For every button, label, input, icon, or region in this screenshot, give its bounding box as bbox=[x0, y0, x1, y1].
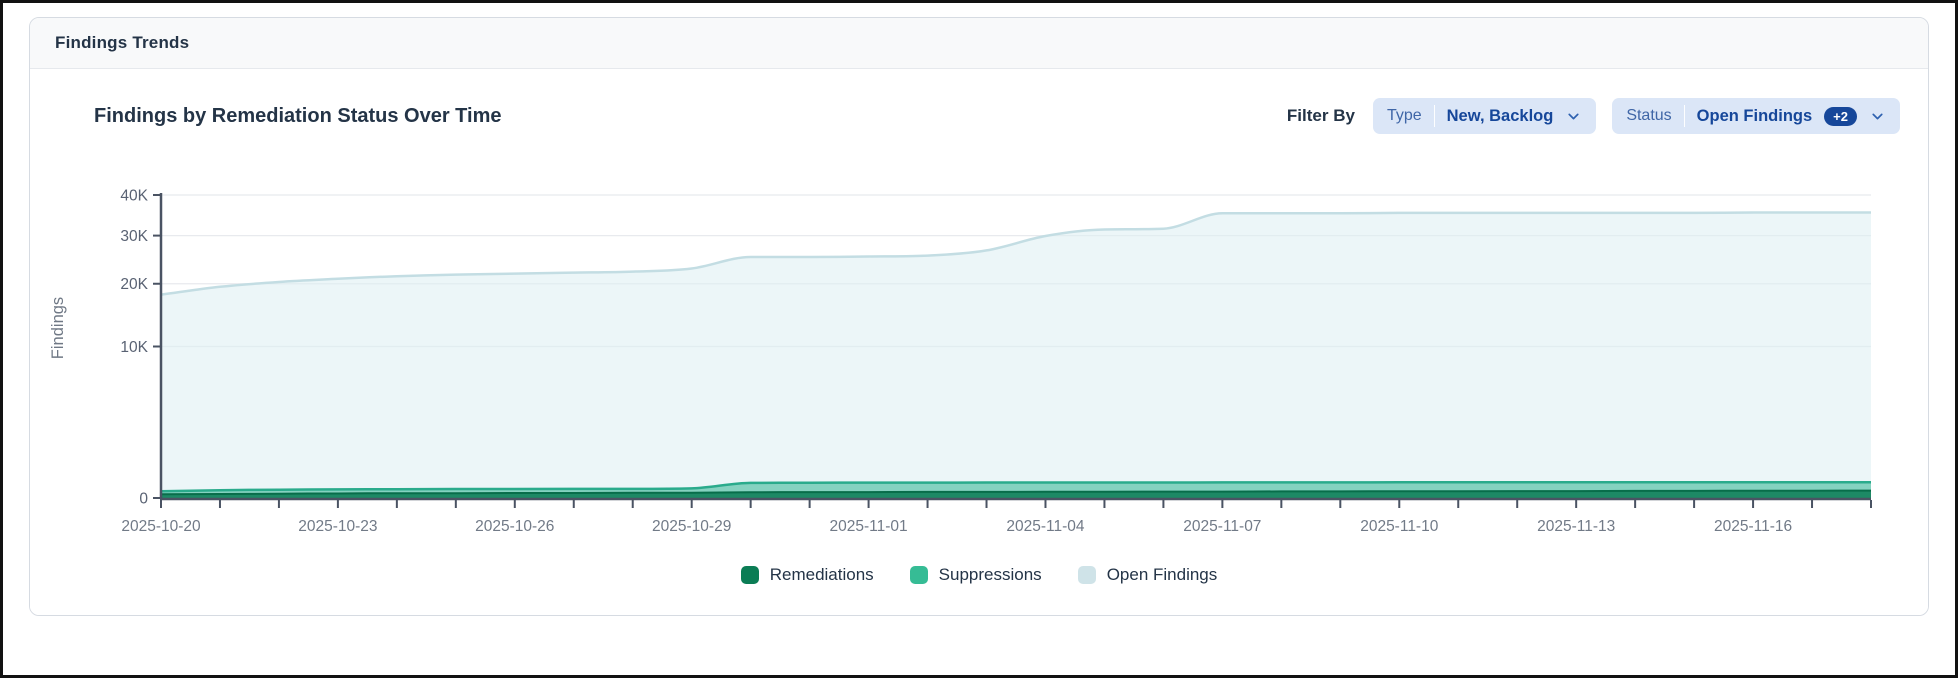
legend-swatch bbox=[1077, 566, 1096, 584]
type-filter-dropdown[interactable]: Type New, Backlog bbox=[1372, 98, 1597, 134]
y-tick-label: 10K bbox=[120, 339, 148, 356]
pill-divider bbox=[1433, 105, 1435, 127]
x-tick-label: 2025-10-26 bbox=[475, 518, 554, 535]
chart-legend: Remediations Suppressions Open Findings bbox=[30, 551, 1928, 615]
pill-divider bbox=[1683, 105, 1685, 127]
type-filter-key: Type bbox=[1386, 107, 1422, 124]
line-open-findings bbox=[160, 211, 1871, 296]
filter-by-label: Filter By bbox=[1286, 106, 1355, 125]
type-filter-value: New, Backlog bbox=[1446, 106, 1554, 125]
chart-title: Findings by Remediation Status Over Time bbox=[94, 104, 502, 127]
line-remediations bbox=[160, 489, 1872, 496]
x-tick-label: 2025-10-20 bbox=[121, 518, 201, 535]
chevron-down-icon bbox=[1872, 113, 1883, 119]
status-filter-dropdown[interactable]: Status Open Findings +2 bbox=[1612, 98, 1900, 134]
y-tick-label: 20K bbox=[120, 276, 148, 293]
status-filter-key: Status bbox=[1626, 107, 1672, 124]
x-tick-label: 2025-11-07 bbox=[1183, 518, 1261, 535]
x-tick-label: 2025-11-04 bbox=[1006, 518, 1085, 535]
legend-label: Remediations bbox=[769, 565, 874, 584]
y-tick-label: 0 bbox=[139, 491, 148, 508]
legend-item-remediations[interactable]: Remediations bbox=[740, 565, 874, 585]
findings-trend-area-chart: 0 10K 20K 30K 40K 2025-10-20 2025-10-23 2025-10… bbox=[49, 188, 1872, 535]
x-tick-label: 2025-11-13 bbox=[1537, 518, 1615, 535]
area-remediations bbox=[161, 490, 1871, 498]
x-tick-label: 2025-10-23 bbox=[298, 518, 377, 535]
x-tick-label: 2025-10-29 bbox=[652, 518, 731, 535]
x-tick-label: 2025-11-01 bbox=[830, 518, 908, 535]
legend-swatch bbox=[740, 566, 759, 584]
area-open-findings bbox=[161, 212, 1871, 498]
findings-trends-panel: Findings Trends Findings by Remediation … bbox=[29, 17, 1929, 616]
panel-title: Findings Trends bbox=[55, 33, 190, 52]
legend-item-open-findings[interactable]: Open Findings bbox=[1077, 565, 1218, 585]
x-tick-label: 2025-11-10 bbox=[1360, 518, 1439, 535]
x-tick-label: 2025-11-16 bbox=[1714, 518, 1792, 535]
legend-item-suppressions[interactable]: Suppressions bbox=[909, 565, 1042, 585]
status-filter-value: Open Findings bbox=[1696, 106, 1813, 125]
legend-label: Open Findings bbox=[1106, 565, 1218, 584]
y-axis-title: Findings bbox=[49, 297, 67, 359]
chevron-down-icon bbox=[1568, 113, 1579, 119]
legend-label: Suppressions bbox=[938, 565, 1042, 584]
axes: 0 10K 20K 30K 40K 2025-10-20 2025-10-23 2025-10… bbox=[120, 188, 1872, 535]
status-filter-count-badge: +2 bbox=[1824, 106, 1857, 126]
panel-header: Findings Trends bbox=[30, 18, 1928, 69]
legend-swatch bbox=[909, 566, 928, 584]
y-tick-label: 40K bbox=[120, 188, 148, 205]
filter-controls: Filter By Type New, Backlog Status Open … bbox=[1287, 98, 1900, 134]
panel-body: Findings by Remediation Status Over Time… bbox=[30, 69, 1928, 615]
y-tick-label: 30K bbox=[120, 228, 148, 245]
line-suppressions bbox=[160, 481, 1871, 493]
chart-header-row: Findings by Remediation Status Over Time… bbox=[30, 69, 1928, 134]
